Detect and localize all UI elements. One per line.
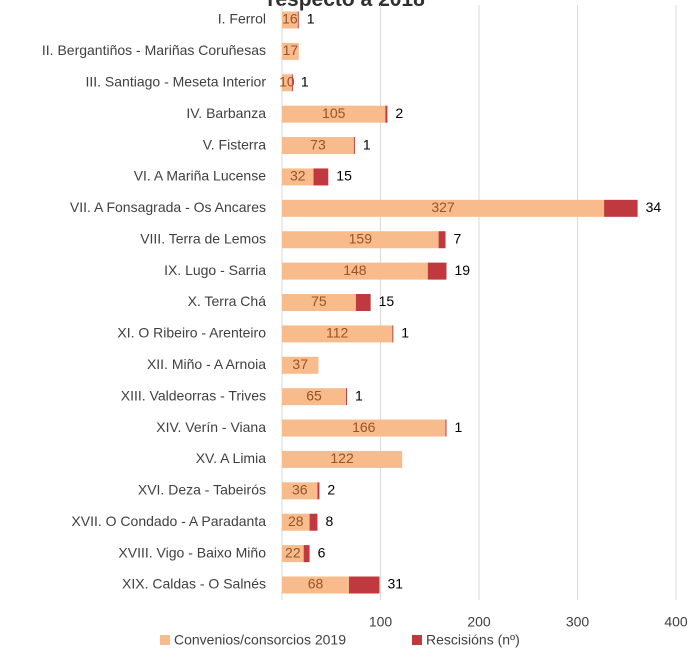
y-tick-label: XIII. Valdeorras - Trives xyxy=(121,387,266,403)
value-label: 65 xyxy=(306,387,322,403)
y-tick-label: V. Fisterra xyxy=(203,136,266,152)
value-label: 16 xyxy=(282,11,298,27)
value-label: 75 xyxy=(311,293,327,309)
y-tick-label: XII. Miño - A Arnoia xyxy=(147,356,266,372)
bar-segment xyxy=(346,388,348,406)
value-label: 31 xyxy=(388,576,404,592)
bar-segment xyxy=(353,137,355,155)
legend-swatch xyxy=(160,635,170,645)
legend-label: Convenios/consorcios 2019 xyxy=(174,632,346,648)
x-tick-label: 200 xyxy=(467,614,491,630)
value-label: 2 xyxy=(395,105,403,121)
value-label: 327 xyxy=(431,199,455,215)
bar-segment xyxy=(282,419,446,437)
bar-segment xyxy=(282,74,292,92)
value-label: 73 xyxy=(310,136,326,152)
value-label: 34 xyxy=(646,199,662,215)
value-label: 8 xyxy=(325,513,333,529)
chart-title: respecto a 2018 xyxy=(267,0,425,11)
value-label: 166 xyxy=(352,419,376,435)
y-tick-label: IX. Lugo - Sarria xyxy=(164,262,266,278)
y-tick-label: X. Terra Chá xyxy=(188,293,267,309)
bar-segment xyxy=(282,42,299,60)
bar-segment xyxy=(282,262,428,280)
value-label: 1 xyxy=(454,419,462,435)
bar-segment xyxy=(282,576,349,594)
bar-segment xyxy=(385,105,388,123)
bar-segment xyxy=(282,545,304,563)
bar-segment xyxy=(309,513,318,531)
bar-segment xyxy=(348,576,380,594)
bar-segment xyxy=(282,450,403,468)
value-label: 159 xyxy=(349,230,373,246)
bar-segment xyxy=(438,231,446,249)
bar-segment xyxy=(282,388,347,406)
bar-segment xyxy=(313,168,329,186)
bar-segment xyxy=(282,482,318,500)
y-tick-label: XIX. Caldas - O Salnés xyxy=(122,576,266,592)
value-label: 10 xyxy=(279,73,295,89)
bar-segment xyxy=(604,199,638,217)
bar-segment xyxy=(445,419,447,437)
y-tick-label: VI. A Mariña Lucense xyxy=(134,168,267,184)
bar-segment xyxy=(297,11,299,29)
y-tick-label: III. Santiago - Meseta Interior xyxy=(85,73,266,89)
bar-segment xyxy=(317,482,320,500)
value-label: 1 xyxy=(355,387,363,403)
bar-segment xyxy=(282,105,386,123)
value-label: 15 xyxy=(336,168,352,184)
bar-segment xyxy=(355,294,371,311)
bar-segment xyxy=(427,262,447,280)
y-tick-label: XVI. Deza - Tabeirós xyxy=(138,482,266,498)
bar-segment xyxy=(282,168,314,186)
bar-segment xyxy=(282,513,310,531)
x-tick-label: 400 xyxy=(664,614,688,630)
y-tick-label: XVIII. Vigo - Baixo Miño xyxy=(118,544,266,560)
value-label: 1 xyxy=(401,325,409,341)
value-label: 7 xyxy=(454,230,462,246)
bar-segment xyxy=(291,74,293,92)
value-label: 1 xyxy=(363,136,371,152)
bar-segment xyxy=(282,356,319,374)
value-label: 68 xyxy=(308,576,324,592)
bar-segment xyxy=(282,325,393,343)
value-label: 37 xyxy=(292,356,308,372)
value-label: 1 xyxy=(307,11,315,27)
value-label: 122 xyxy=(330,450,354,466)
bar-segment xyxy=(303,545,310,563)
value-label: 28 xyxy=(288,513,304,529)
y-tick-label: XI. O Ribeiro - Arenteiro xyxy=(117,325,266,341)
x-tick-label: 100 xyxy=(369,614,393,630)
value-label: 112 xyxy=(326,325,349,341)
legend-label: Rescisións (nº) xyxy=(426,632,520,648)
bar-segment xyxy=(282,231,439,249)
bar-segment xyxy=(282,294,356,311)
bar-segment xyxy=(282,137,354,155)
value-label: 36 xyxy=(292,482,308,498)
value-label: 15 xyxy=(379,293,395,309)
y-tick-label: XV. A Limia xyxy=(196,450,267,466)
x-tick-label: 300 xyxy=(566,614,590,630)
value-label: 1 xyxy=(301,73,309,89)
value-label: 105 xyxy=(322,105,346,121)
value-label: 32 xyxy=(290,168,306,184)
y-tick-label: VII. A Fonsagrada - Os Ancares xyxy=(70,199,266,215)
y-tick-label: XVII. O Condado - A Paradanta xyxy=(71,513,266,529)
y-tick-label: I. Ferrol xyxy=(218,11,266,27)
bar-segment xyxy=(282,11,298,29)
y-tick-label: II. Bergantiños - Mariñas Coruñesas xyxy=(42,42,266,58)
legend-swatch xyxy=(412,635,422,645)
y-tick-label: VIII. Terra de Lemos xyxy=(140,230,266,246)
value-label: 6 xyxy=(318,544,326,560)
value-label: 148 xyxy=(343,262,367,278)
bar-segment xyxy=(282,199,605,217)
value-label: 19 xyxy=(454,262,470,278)
value-label: 2 xyxy=(327,482,335,498)
y-tick-label: IV. Barbanza xyxy=(186,105,266,121)
value-label: 22 xyxy=(285,544,301,560)
bar-segment xyxy=(392,325,394,343)
y-tick-label: XIV. Verín - Viana xyxy=(156,419,266,435)
value-label: 17 xyxy=(283,42,299,58)
